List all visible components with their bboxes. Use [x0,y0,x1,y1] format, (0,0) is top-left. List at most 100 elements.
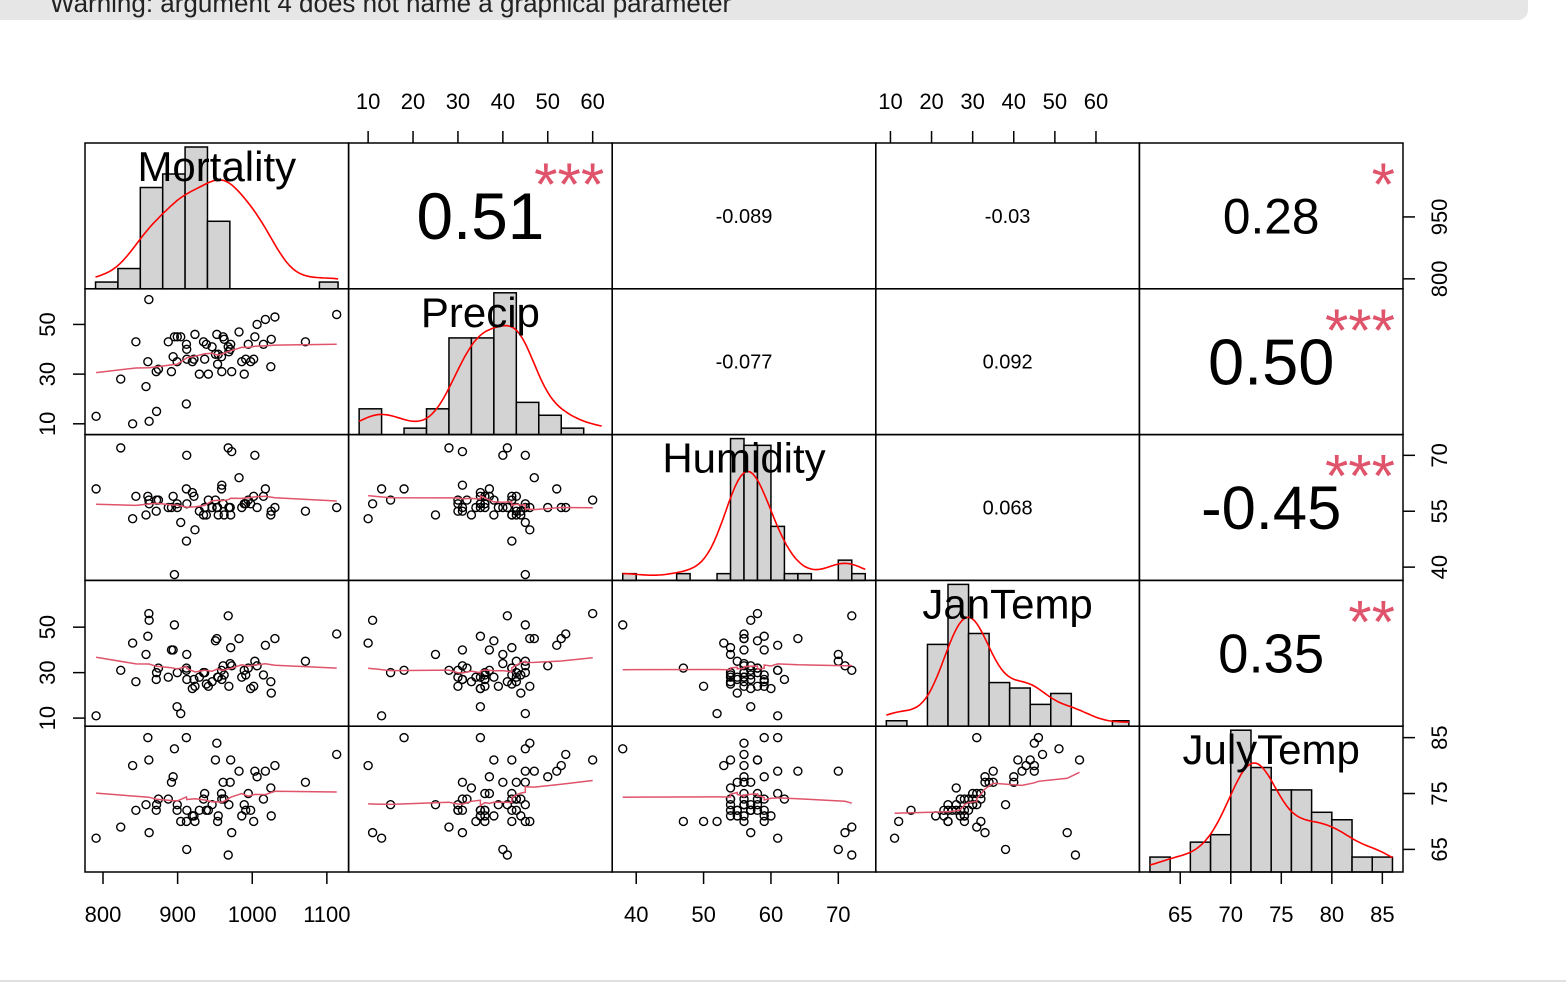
smooth-line [96,343,337,374]
scatter-point [498,502,508,513]
scatter-point [224,799,234,810]
histogram-bar [1029,703,1052,727]
scatter-point [752,805,763,815]
scatter-point [511,777,522,788]
scatter-point [166,366,177,377]
scatter-point [520,620,531,630]
scatter-point [466,677,477,687]
scatter-point [212,329,222,340]
scatter-point [833,766,844,776]
variable-name-label: JanTemp [922,580,1092,627]
scatter-point [252,319,262,330]
histogram-bar [885,719,908,727]
scatter-point [520,517,531,528]
scatter-point [199,354,210,364]
scatter-point [543,661,553,671]
axis-tick-label: 65 [1427,837,1452,861]
scatter-point [234,327,244,337]
scatter-point [980,772,990,782]
scatter-point [331,749,342,760]
scatter-point [266,811,276,821]
scatter-point [484,788,495,799]
scatter-point [176,517,186,528]
histogram-bar [470,337,495,436]
scatter-point [201,339,212,350]
scatter-point [225,777,235,788]
axis-tick-label: 1000 [228,902,277,927]
axis-tick-label: 60 [580,89,604,114]
scatter-point [376,711,387,721]
scatter-point [480,811,490,821]
histogram-bar [206,220,231,290]
scatter-point [176,816,186,827]
scatter-point [270,633,280,644]
scatter-point [739,772,749,782]
scatter-point [213,510,223,520]
scatter-point [725,783,736,793]
scatter-point [1021,760,1031,771]
scatter-point [245,357,256,367]
scatter-point [480,674,490,685]
scatter-point [216,484,227,494]
scatter-point [248,816,259,827]
histogram-bar [318,281,339,290]
scatter-point [127,513,138,524]
axis-tick-label: 70 [1219,902,1243,927]
axis-tick-label: 70 [826,902,850,927]
scatter-point [367,615,378,626]
scatter-point [91,411,101,422]
scatter-point [959,816,970,827]
scatter-point [759,811,769,821]
significance-stars: ** [1348,588,1395,655]
histogram-bar [1008,687,1031,727]
scatter-point [678,663,689,673]
scatter-point [260,766,271,776]
scatter-point [144,615,154,626]
scatter-point [198,337,209,347]
scatter-point [959,794,970,804]
scatter-point [226,827,237,838]
scatter-point [725,805,736,815]
axis-tick-label: 80 [1320,902,1344,927]
scatter-point [480,499,490,509]
scatter-point [739,629,749,639]
scatter-point [561,749,571,760]
axis-tick-label: 65 [1168,902,1192,927]
axis-tick-label: 50 [35,312,60,336]
scatter-point [207,502,217,513]
scatter-point [587,495,598,505]
scatter-point [475,683,486,694]
axis-tick-label: 900 [159,902,196,927]
scatter-point [489,510,499,520]
correlation-value: -0.077 [716,352,773,374]
scatter-point [226,366,237,377]
scatter-point [759,805,769,815]
scatter-point [453,495,463,505]
scatter-point [502,611,513,621]
scatter-point [712,708,722,719]
histogram-bar [560,427,585,436]
scatter-point [190,329,200,340]
scatter-point [1009,772,1019,782]
scatter-point [181,732,192,743]
axis-tick-label: 40 [1427,555,1452,579]
histogram-bar [1351,856,1373,873]
scatter-point [169,620,180,630]
scatter-point [212,633,222,644]
scatter-point [893,816,904,827]
scatter-point [759,670,769,680]
scatter-point [511,672,522,682]
scatter-point [182,844,192,855]
scatter-point [207,342,217,352]
scatter-point [732,672,742,682]
scatter-point [502,443,513,453]
scatter-point [840,827,850,838]
scatter-point [252,772,262,782]
scatter-point [331,502,342,513]
scatter-point [187,811,198,821]
scatter-point [759,645,769,655]
scatter-point [480,681,490,691]
scatter-point [493,502,504,513]
variable-name-label: Mortality [137,143,296,190]
